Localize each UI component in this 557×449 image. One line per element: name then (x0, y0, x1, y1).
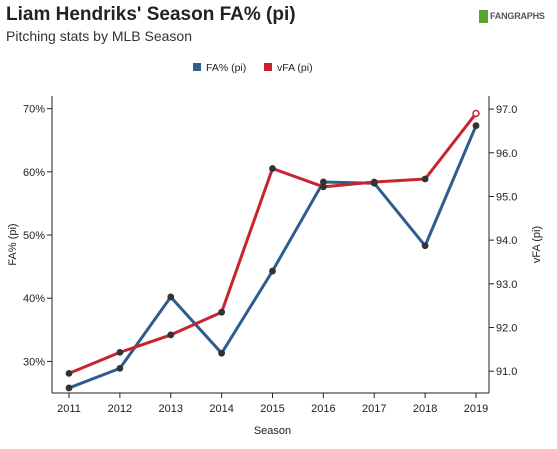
data-point-1 (269, 267, 276, 275)
data-point-2 (421, 175, 429, 183)
legend-label: vFA (pi) (277, 62, 313, 74)
x-tick-label: 2018 (413, 403, 437, 415)
y-left-tick-label: 50% (23, 230, 45, 242)
y-left-tick-label: 60% (23, 167, 45, 179)
data-point-1 (218, 349, 226, 357)
data-point-1 (472, 122, 480, 130)
data-point-2 (116, 348, 124, 356)
x-axis-title: Season (254, 425, 291, 437)
series-layer (65, 109, 480, 392)
data-point-2 (319, 183, 327, 191)
series-line-2 (67, 111, 478, 375)
x-tick-label: 2015 (260, 403, 284, 415)
y-right-tick-label: 91.0 (496, 366, 517, 378)
legend-swatch (193, 63, 201, 71)
x-tick-label: 2012 (108, 403, 132, 415)
axes: 30% 40% 50% 60% 70% 91.0 92.0 93.0 94.0 95.0 96.0 9… (7, 96, 543, 437)
data-point-2 (370, 178, 378, 186)
chart-subtitle: Pitching stats by MLB Season (6, 28, 192, 44)
y-left-tick-label: 70% (23, 104, 45, 116)
y-right-tick-label: 97.0 (496, 104, 517, 116)
x-tick-label: 2013 (159, 403, 183, 415)
chart-title: Liam Hendriks' Season FA% (pi) (6, 4, 296, 25)
data-point-2 (472, 109, 480, 118)
data-point-1 (421, 242, 429, 250)
x-tick-label: 2016 (311, 403, 335, 415)
x-tick-label: 2017 (362, 403, 386, 415)
y-left-tick-label: 40% (23, 293, 45, 305)
data-point-2 (218, 308, 226, 316)
y-axis-left-title: FA% (pi) (7, 223, 19, 265)
x-tick-label: 2014 (209, 403, 233, 415)
data-point-2 (167, 331, 175, 339)
legend: FA% (pi) vFA (pi) (193, 62, 313, 74)
y-left-tick-label: 30% (23, 356, 45, 368)
x-tick-label: 2019 (464, 403, 488, 415)
y-right-tick-label: 96.0 (496, 148, 517, 160)
fangraphs-logo[interactable]: FANGRAPHS (479, 9, 545, 23)
legend-label: FA% (pi) (206, 62, 246, 74)
y-right-tick-label: 94.0 (496, 235, 517, 247)
data-point-1 (167, 293, 175, 301)
x-tick-label: 2011 (57, 403, 81, 415)
y-right-tick-label: 95.0 (496, 191, 517, 203)
data-point-2 (65, 369, 73, 377)
y-right-tick-label: 93.0 (496, 279, 517, 291)
fangraphs-logo-icon (479, 9, 488, 23)
y-right-tick-label: 92.0 (496, 322, 517, 334)
data-point-1 (65, 384, 73, 392)
data-point-1 (116, 364, 124, 372)
y-axis-right-title: vFA (pi) (531, 226, 543, 263)
data-point-2 (269, 165, 276, 172)
legend-swatch (264, 63, 272, 71)
fangraphs-logo-text: FANGRAPHS (490, 11, 545, 21)
